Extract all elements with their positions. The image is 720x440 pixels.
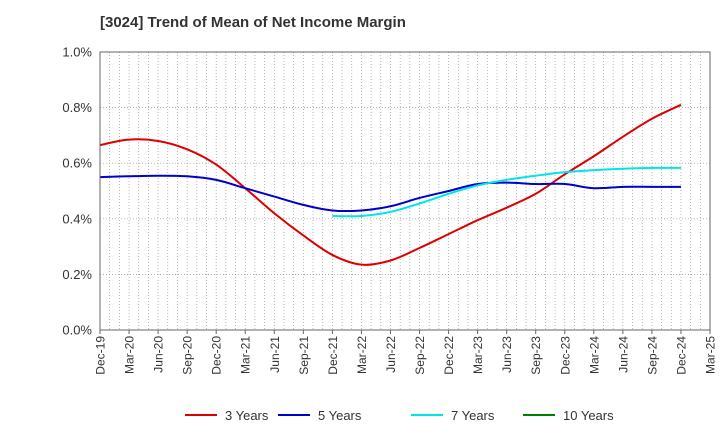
grid-lines	[100, 52, 710, 330]
y-tick-label: 1.0%	[62, 45, 92, 60]
x-tick-label: Dec-24	[674, 336, 688, 375]
y-axis: 0.0% 0.2% 0.4% 0.6% 0.8% 1.0%	[62, 45, 92, 338]
x-axis: Dec-19 Mar-20 Jun-20 Sep-20 Dec-20 Mar-21 Jun-…	[94, 330, 718, 375]
x-tick-label: Jun-20	[152, 336, 166, 373]
legend-label-10-years: 10 Years	[563, 408, 614, 423]
series-line-5-years	[99, 174, 681, 213]
x-tick-label: Sep-24	[645, 336, 659, 375]
x-tick-label: Sep-21	[297, 336, 311, 375]
x-tick-label: Dec-22	[442, 336, 456, 375]
y-tick-label: 0.6%	[62, 156, 92, 171]
x-tick-label: Mar-23	[471, 336, 485, 374]
series-line-3-years	[99, 103, 682, 266]
x-tick-label: Mar-20	[123, 336, 137, 374]
series-line-7-years	[332, 166, 681, 218]
y-tick-label: 0.2%	[62, 267, 92, 282]
x-tick-label: Dec-20	[210, 336, 224, 375]
legend-label-5-years: 5 Years	[318, 408, 362, 423]
x-tick-label: Mar-24	[587, 336, 601, 374]
legend-label-7-years: 7 Years	[451, 408, 495, 423]
x-tick-label: Jun-23	[500, 336, 514, 373]
legend-label-3-years: 3 Years	[225, 408, 269, 423]
x-tick-label: Mar-21	[239, 336, 253, 374]
x-tick-label: Mar-25	[704, 336, 718, 374]
y-tick-label: 0.8%	[62, 100, 92, 115]
x-tick-label: Sep-22	[413, 336, 427, 375]
y-tick-label: 0.0%	[62, 323, 92, 338]
chart-title: [3024] Trend of Mean of Net Income Margi…	[100, 14, 406, 31]
x-tick-label: Sep-20	[181, 336, 195, 375]
plot-border	[99, 51, 711, 331]
plot-area	[100, 52, 710, 330]
x-tick-label: Jun-24	[616, 336, 630, 373]
series-lines	[99, 103, 682, 266]
x-tick-label: Dec-23	[558, 336, 572, 375]
x-tick-label: Mar-22	[355, 336, 369, 374]
y-tick-label: 0.4%	[62, 211, 92, 226]
x-tick-label: Dec-19	[94, 336, 108, 375]
x-tick-label: Dec-21	[326, 336, 340, 375]
legend: 3 Years 5 Years 7 Years 10 Years	[185, 408, 614, 423]
x-tick-label: Sep-23	[529, 336, 543, 375]
x-tick-label: Jun-22	[384, 336, 398, 373]
x-tick-label: Jun-21	[268, 336, 282, 373]
